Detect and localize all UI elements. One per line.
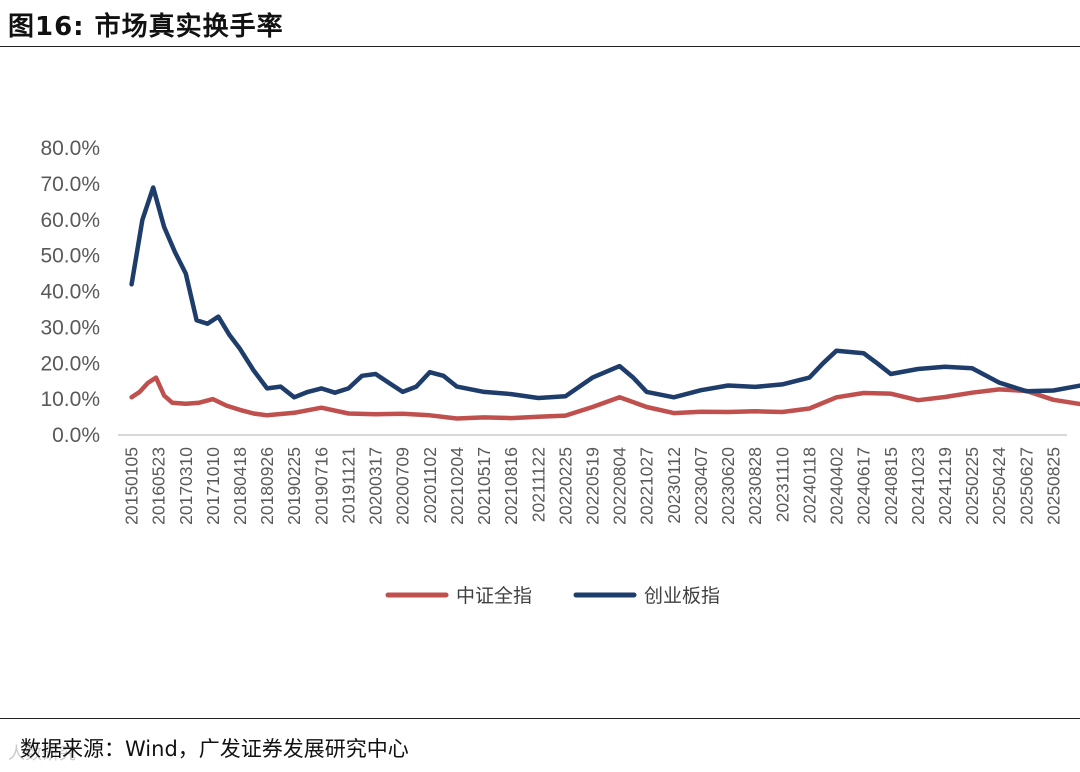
x-tick-label: 20210816 bbox=[501, 447, 521, 525]
y-tick-label: 60.0% bbox=[40, 209, 100, 232]
x-tick-label: 20210517 bbox=[474, 447, 494, 525]
y-tick-label: 40.0% bbox=[40, 281, 100, 304]
x-tick-label: 20160523 bbox=[149, 447, 169, 525]
x-tick-label: 20180418 bbox=[230, 447, 250, 525]
x-tick-label: 20150105 bbox=[122, 447, 142, 525]
x-tick-label: 20200317 bbox=[366, 447, 386, 525]
x-tick-label: 20180926 bbox=[257, 447, 277, 525]
x-tick-label: 20240402 bbox=[827, 447, 847, 525]
x-tick-label: 20250825 bbox=[1043, 447, 1063, 525]
y-tick-label: 50.0% bbox=[40, 245, 100, 268]
x-tick-label: 20241219 bbox=[935, 447, 955, 525]
x-tick-label: 20250424 bbox=[989, 447, 1009, 525]
figure-header: 图16: 市场真实换手率 bbox=[0, 0, 1080, 47]
x-tick-label: 20230620 bbox=[718, 447, 738, 525]
x-tick-label: 20230828 bbox=[745, 447, 765, 525]
y-tick-label: 80.0% bbox=[40, 137, 100, 160]
series-line bbox=[129, 375, 1080, 421]
legend-label: 创业板指 bbox=[644, 585, 720, 607]
x-axis: 20150105 20160523 20170310 20171010 20180418… bbox=[118, 434, 1067, 525]
x-tick-label: 20211122 bbox=[528, 447, 548, 522]
x-tick-label: 20190716 bbox=[311, 447, 331, 525]
x-tick-label: 20240617 bbox=[854, 447, 874, 525]
y-axis: 0.0% 10.0% 20.0% 30.0% 40.0% 50.0% 60.0% 70.0% 8… bbox=[40, 137, 100, 447]
x-tick-label: 20171010 bbox=[203, 447, 223, 525]
x-tick-label: 20220804 bbox=[610, 447, 630, 525]
y-tick-label: 10.0% bbox=[40, 388, 100, 411]
figure-title: 图16: 市场真实换手率 bbox=[8, 12, 284, 42]
x-tick-label: 20200709 bbox=[393, 447, 413, 525]
x-tick-label: 20220519 bbox=[583, 447, 603, 525]
watermark-logo: 人数研究 bbox=[8, 744, 76, 764]
y-tick-label: 20.0% bbox=[40, 352, 100, 375]
x-tick-label: 20170310 bbox=[176, 447, 196, 525]
y-tick-label: 0.0% bbox=[52, 424, 100, 447]
x-tick-label: 20191121 bbox=[338, 447, 358, 524]
y-tick-label: 30.0% bbox=[40, 316, 100, 339]
series-line bbox=[129, 185, 1080, 401]
x-tick-label: 20230407 bbox=[691, 447, 711, 525]
x-tick-label: 20201102 bbox=[420, 447, 440, 524]
data-source-note: 数据来源：Wind，广发证券发展研究中心 bbox=[20, 737, 409, 761]
x-tick-label: 20221027 bbox=[637, 447, 657, 525]
x-tick-label: 20210204 bbox=[447, 447, 467, 525]
x-tick-label: 20240118 bbox=[799, 447, 819, 524]
x-tick-label: 20231110 bbox=[772, 447, 792, 523]
y-tick-label: 70.0% bbox=[40, 173, 100, 196]
plot-area bbox=[129, 185, 1080, 421]
legend-label: 中证全指 bbox=[456, 585, 532, 607]
x-tick-label: 20190225 bbox=[284, 447, 304, 525]
x-tick-label: 20220225 bbox=[555, 447, 575, 525]
x-tick-label: 20250225 bbox=[962, 447, 982, 525]
x-tick-label: 20241023 bbox=[908, 447, 928, 525]
x-tick-label: 20250627 bbox=[1016, 447, 1036, 525]
x-tick-label: 20230112 bbox=[664, 447, 684, 524]
x-tick-label: 20240815 bbox=[881, 447, 901, 525]
figure-footer: 人数研究 数据来源：Wind，广发证券发展研究中心 bbox=[0, 718, 1080, 772]
legend: 中证全指 创业板指 bbox=[385, 585, 720, 607]
